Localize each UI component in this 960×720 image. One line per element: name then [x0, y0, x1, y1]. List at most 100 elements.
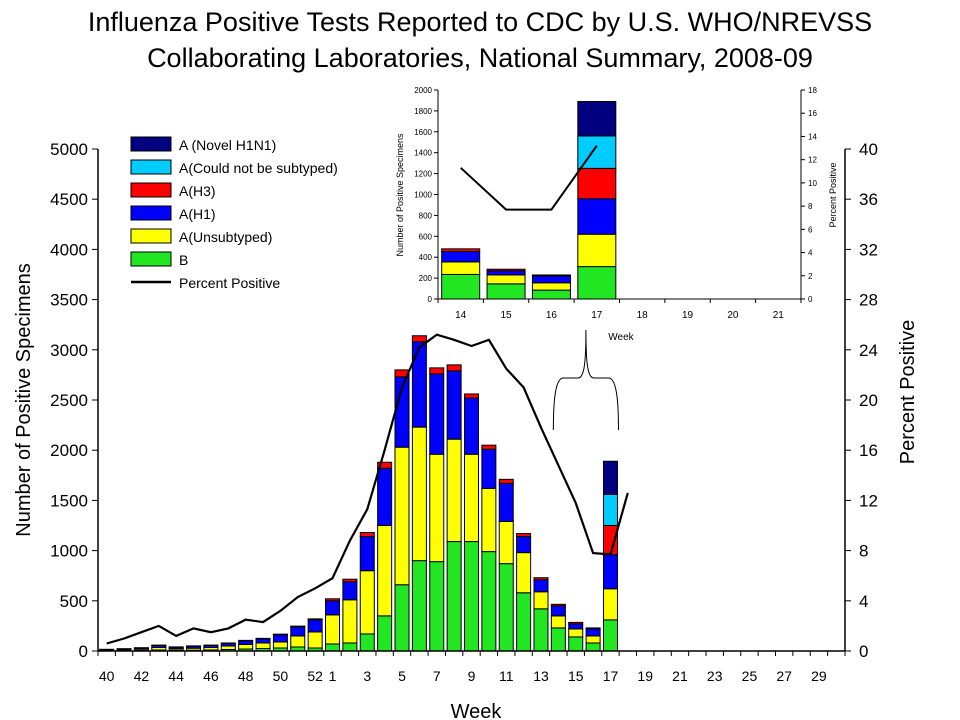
bar-a-h3--week-14 — [550, 603, 566, 607]
bar-a-unsubtyped--week-2 — [342, 599, 358, 644]
bar-a-unsubtyped--week-49 — [255, 642, 271, 649]
inset-bar-a-h3--week-14 — [441, 248, 481, 252]
inset-y2-tick-label: 4 — [808, 249, 813, 258]
inset-bar-a-unsubtyped--week-15 — [486, 274, 526, 285]
bar-a-unsubtyped--week-4 — [377, 525, 393, 617]
bar-a-unsubtyped--week-6 — [411, 426, 427, 562]
inset-y2-tick-label: 6 — [808, 225, 813, 234]
bar-a-h3--week-11 — [498, 478, 514, 484]
bar-a-unsubtyped--week-14 — [550, 615, 566, 629]
x-tick-label: 19 — [637, 668, 653, 684]
x-tick-label: 15 — [568, 668, 584, 684]
bar-a-h1--week-6 — [411, 341, 427, 428]
bar-a-h1--week-7 — [429, 373, 445, 455]
inset-bar-a-h3--week-17 — [577, 167, 617, 200]
bar-a-h1--week-11 — [498, 482, 514, 522]
x-tick-label: 3 — [363, 668, 371, 684]
inset-y-tick-label: 1600 — [414, 128, 432, 137]
y-tick-label: 3500 — [50, 291, 88, 310]
inset-x-tick-label: 15 — [501, 310, 513, 321]
bar-a-h3--week-16 — [585, 627, 601, 630]
inset-y-tick-label: 2000 — [414, 86, 432, 95]
inset-y-tick-label: 400 — [419, 253, 433, 262]
inset-bar-a-h1--week-16 — [531, 275, 571, 284]
x-tick-label: 40 — [99, 668, 115, 684]
bar-b-week-8 — [446, 541, 462, 652]
legend-label: A (Novel H1N1) — [179, 137, 276, 153]
bar-a-h3--week-2 — [342, 578, 358, 583]
y-tick-label: 3000 — [50, 341, 88, 360]
inset-y2-tick-label: 18 — [808, 86, 817, 95]
inset-x-tick-label: 18 — [637, 310, 649, 321]
inset-y2-tick-label: 10 — [808, 179, 817, 188]
bar-a-h1--week-10 — [481, 448, 497, 489]
inset-x-axis-title: Week — [608, 332, 634, 343]
inset-bar-b-week-17 — [577, 266, 617, 300]
legend-label: A(Unsubtyped) — [179, 229, 272, 245]
inset-bar-a-h1--week-14 — [441, 250, 481, 263]
bar-a-h3--week-7 — [429, 367, 445, 375]
bar-a-h3--week-1 — [325, 598, 341, 602]
bar-a-h3--week-50 — [272, 633, 288, 636]
x-tick-label: 13 — [533, 668, 549, 684]
bar-a-h1--week-50 — [272, 634, 288, 643]
legend-swatch-b — [130, 251, 172, 267]
bar-b-week-17 — [602, 619, 618, 652]
y-tick-label: 0 — [79, 642, 88, 661]
bar-b-week-7 — [429, 561, 445, 652]
legend-label: B — [179, 252, 188, 268]
x-tick-label: 46 — [203, 668, 219, 684]
y-tick-label: 1500 — [50, 491, 88, 510]
bar-a-h1--week-15 — [568, 623, 584, 630]
inset-x-tick-label: 20 — [727, 310, 739, 321]
legend-label: A(H1) — [179, 206, 216, 222]
bar-a-h1--week-17 — [602, 554, 618, 590]
bar-a-novel-h1n1--week-17 — [602, 460, 618, 495]
inset-bar-a-h1--week-15 — [486, 270, 526, 276]
y2-tick-label: 12 — [859, 491, 878, 510]
y2-tick-label: 8 — [859, 542, 868, 561]
inset-y-tick-label: 1800 — [414, 107, 432, 116]
bar-a-unsubtyped--week-15 — [568, 628, 584, 638]
y2-tick-label: 4 — [859, 592, 868, 611]
bar-b-week-16 — [585, 642, 601, 652]
bar-b-week-4 — [377, 615, 393, 652]
bar-b-week-14 — [550, 627, 566, 652]
bar-a-h3--week-52 — [307, 618, 323, 621]
inset-bar-a-h1--week-17 — [577, 198, 617, 235]
x-tick-label: 25 — [742, 668, 758, 684]
bar-b-week-10 — [481, 551, 497, 652]
x-tick-label: 27 — [776, 668, 792, 684]
y2-tick-label: 36 — [859, 190, 878, 209]
x-tick-label: 9 — [468, 668, 476, 684]
x-tick-label: 23 — [707, 668, 723, 684]
y-tick-label: 4000 — [50, 240, 88, 259]
x-tick-label: 52 — [307, 668, 323, 684]
bar-b-week-15 — [568, 636, 584, 652]
bar-a-could-not-be-subtyped--week-17 — [602, 493, 618, 527]
inset-y2-tick-label: 12 — [808, 156, 817, 165]
bar-b-week-13 — [533, 608, 549, 652]
bar-a-unsubtyped--week-1 — [325, 614, 341, 645]
y-axis-title: Number of Positive Specimens — [13, 263, 35, 536]
inset-y-axis-title: Number of Positive Specimens — [395, 133, 405, 257]
inset-y-tick-label: 1400 — [414, 149, 432, 158]
legend-swatch-a-could-not-be-subtyped- — [130, 159, 172, 175]
legend-swatch-a-h1- — [130, 205, 172, 221]
bar-a-unsubtyped--week-7 — [429, 453, 445, 563]
x-tick-label: 21 — [672, 668, 688, 684]
bar-a-h1--week-14 — [550, 605, 566, 617]
bar-a-h3--week-3 — [359, 532, 375, 538]
bar-a-h1--week-1 — [325, 600, 341, 616]
zoom-brace — [552, 329, 619, 431]
bar-a-h1--week-3 — [359, 536, 375, 572]
bar-b-week-5 — [394, 584, 410, 652]
bar-a-unsubtyped--week-3 — [359, 570, 375, 635]
y-tick-label: 1000 — [50, 542, 88, 561]
chart-title-line-2: Collaborating Laboratories, National Sum… — [147, 43, 813, 73]
bar-a-unsubtyped--week-50 — [272, 641, 288, 649]
bar-a-h3--week-48 — [238, 639, 254, 642]
inset-y2-tick-label: 8 — [808, 202, 813, 211]
y2-tick-label: 28 — [859, 291, 878, 310]
y2-tick-label: 32 — [859, 240, 878, 259]
